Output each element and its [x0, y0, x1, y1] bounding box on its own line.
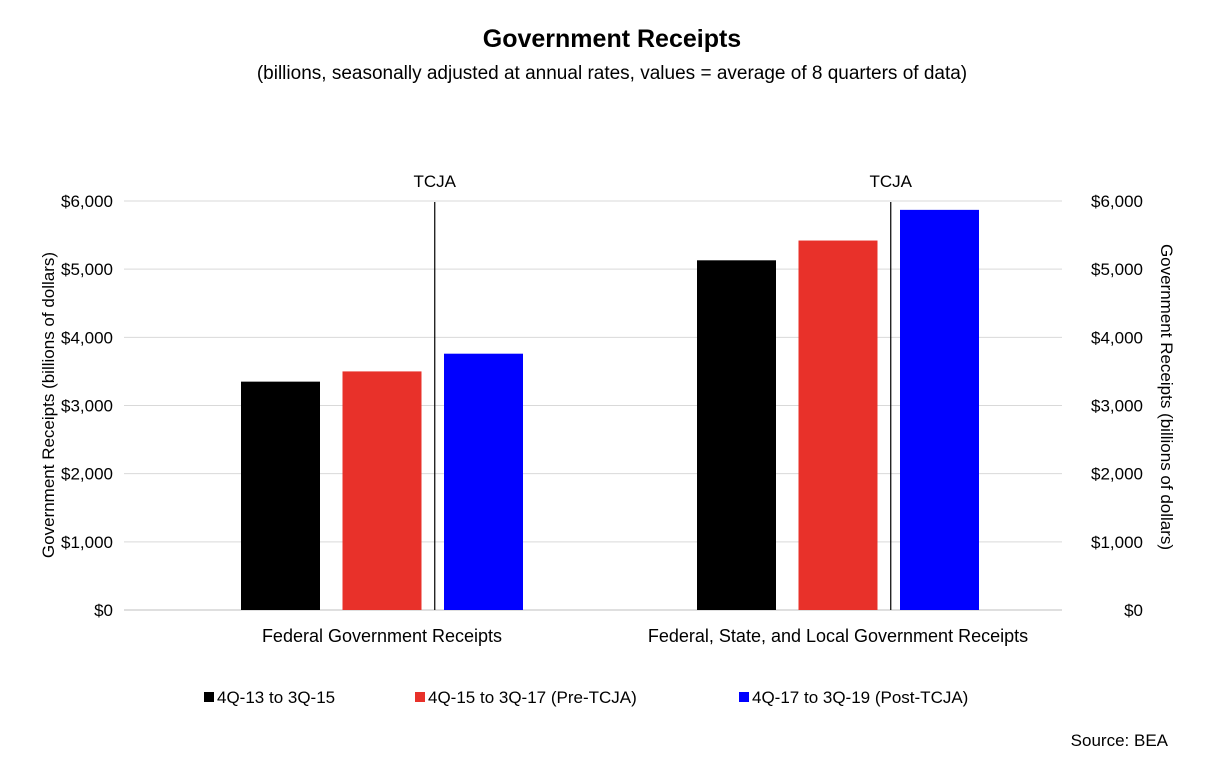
y-axis-title-left: Government Receipts (billions of dollars…	[39, 252, 58, 558]
legend-label: 4Q-15 to 3Q-17 (Pre-TCJA)	[428, 688, 637, 707]
y-tick-label-left: $1,000	[61, 533, 113, 552]
legend-label: 4Q-13 to 3Q-15	[217, 688, 335, 707]
x-axis-categories: Federal Government Receipts Federal, Stat…	[262, 626, 1028, 646]
y-axis-title-right: Government Receipts (billions of dollars…	[1157, 244, 1176, 550]
y-tick-label-left: $3,000	[61, 397, 113, 416]
y-tick-label-left: $6,000	[61, 192, 113, 211]
source-note: Source: BEA	[1071, 731, 1169, 750]
bar	[697, 260, 776, 610]
y-tick-label-right: $0	[1124, 601, 1143, 620]
bar	[444, 353, 523, 610]
chart-subtitle: (billions, seasonally adjusted at annual…	[257, 63, 967, 84]
y-tick-label-right: $4,000	[1091, 328, 1143, 347]
legend-label: 4Q-17 to 3Q-19 (Post-TCJA)	[752, 688, 968, 707]
x-category-label: Federal, State, and Local Government Rec…	[648, 626, 1028, 646]
y-tick-label-right: $5,000	[1091, 260, 1143, 279]
chart-title: Government Receipts	[483, 25, 741, 53]
legend: 4Q-13 to 3Q-15 4Q-15 to 3Q-17 (Pre-TCJA) 4…	[204, 688, 968, 707]
x-category-label: Federal Government Receipts	[262, 626, 502, 646]
tcja-label: TCJA	[870, 172, 913, 191]
y-tick-label-right: $1,000	[1091, 533, 1143, 552]
y-tick-label-left: $2,000	[61, 465, 113, 484]
bar	[798, 240, 878, 610]
bar	[241, 381, 320, 610]
y-tick-label-left: $4,000	[61, 328, 113, 347]
legend-swatch	[739, 692, 749, 702]
y-tick-label-right: $3,000	[1091, 397, 1143, 416]
bar	[342, 371, 422, 610]
bar	[900, 209, 979, 610]
tcja-annotations: TCJA TCJA	[414, 172, 913, 610]
y-tick-label-right: $2,000	[1091, 465, 1143, 484]
legend-swatch	[415, 692, 425, 702]
tcja-label: TCJA	[414, 172, 457, 191]
legend-swatch	[204, 692, 214, 702]
y-tick-label-left: $0	[94, 601, 113, 620]
y-tick-label-right: $6,000	[1091, 192, 1143, 211]
y-tick-label-left: $5,000	[61, 260, 113, 279]
y-axis-ticks: $0 $0 $1,000 $1,000 $2,000 $2,000 $3,000 $3,000…	[61, 192, 1143, 620]
bars	[241, 209, 979, 610]
